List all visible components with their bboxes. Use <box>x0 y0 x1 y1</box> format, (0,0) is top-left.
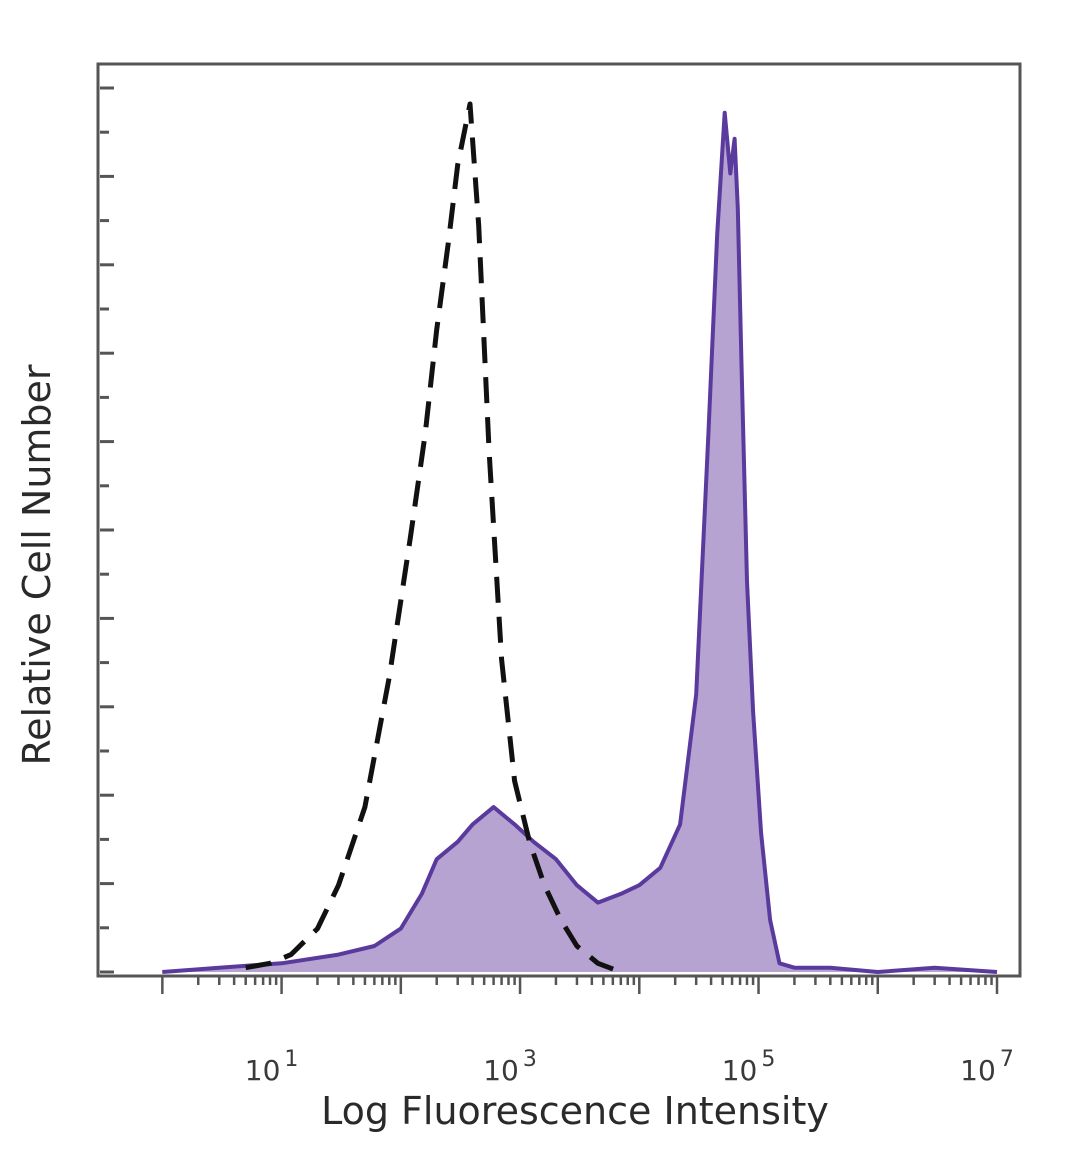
y-axis-label: Relative Cell Number <box>15 364 59 765</box>
series-1-line <box>162 110 998 974</box>
x-tick-marks <box>161 976 999 994</box>
series-1-fill <box>162 112 998 972</box>
series-0-line <box>245 101 622 975</box>
x-tick-label: 10 1 <box>245 1047 299 1087</box>
x-tick-label: 10 5 <box>722 1047 776 1087</box>
x-axis-label: Log Fluorescence Intensity <box>321 1089 829 1133</box>
plot-frame <box>96 62 1022 978</box>
x-tick-labels: 10 1 10 3 10 5 10 7 <box>245 1047 1014 1087</box>
x-tick-label: 10 3 <box>483 1047 537 1087</box>
x-tick-label: 10 7 <box>960 1047 1014 1087</box>
series-layer <box>162 101 998 975</box>
y-tick-marks <box>100 86 114 974</box>
